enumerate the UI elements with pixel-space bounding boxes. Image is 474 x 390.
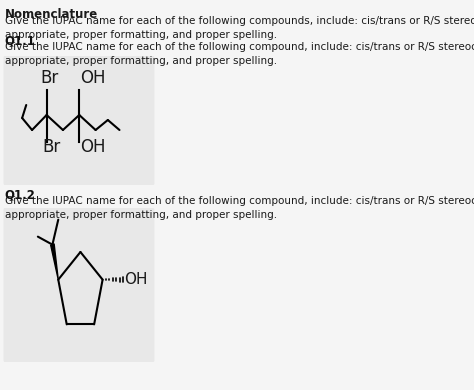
- Text: Q1.2: Q1.2: [5, 188, 36, 201]
- Text: Give the IUPAC name for each of the following compound, include: cis/trans or R/: Give the IUPAC name for each of the foll…: [5, 42, 474, 66]
- Text: Nomenclature: Nomenclature: [5, 8, 98, 21]
- Text: Give the IUPAC name for each of the following compound, include: cis/trans or R/: Give the IUPAC name for each of the foll…: [5, 196, 474, 220]
- Text: Q1.1: Q1.1: [5, 34, 36, 47]
- Text: Give the IUPAC name for each of the following compounds, include: cis/trans or R: Give the IUPAC name for each of the foll…: [5, 16, 474, 40]
- FancyBboxPatch shape: [3, 208, 155, 362]
- Text: Br: Br: [41, 69, 59, 87]
- Text: OH: OH: [81, 138, 106, 156]
- Text: OH: OH: [81, 69, 106, 87]
- Text: OH: OH: [124, 272, 148, 287]
- FancyBboxPatch shape: [3, 56, 155, 185]
- Polygon shape: [51, 244, 58, 280]
- Text: Br: Br: [42, 138, 60, 156]
